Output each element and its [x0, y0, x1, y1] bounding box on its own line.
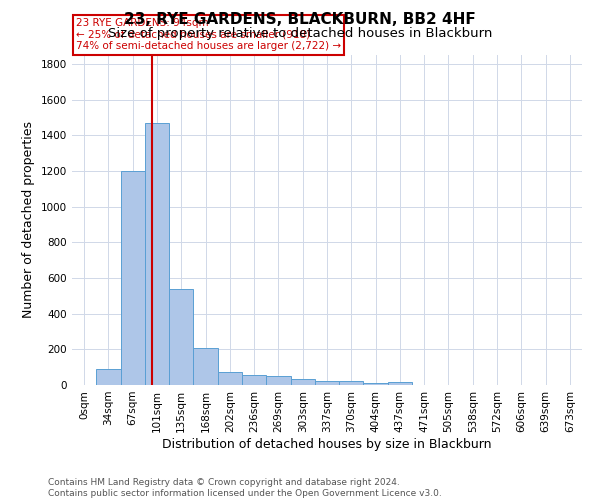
- X-axis label: Distribution of detached houses by size in Blackburn: Distribution of detached houses by size …: [162, 438, 492, 450]
- Text: Contains HM Land Registry data © Crown copyright and database right 2024.
Contai: Contains HM Land Registry data © Crown c…: [48, 478, 442, 498]
- Bar: [339, 382, 364, 385]
- Bar: [193, 348, 218, 385]
- Bar: [388, 382, 412, 385]
- Bar: [290, 379, 315, 385]
- Bar: [315, 380, 339, 385]
- Bar: [145, 123, 169, 385]
- Bar: [121, 171, 145, 385]
- Bar: [266, 376, 290, 385]
- Bar: [169, 288, 193, 385]
- Text: 23 RYE GARDENS: 94sqm
← 25% of detached houses are smaller (918)
74% of semi-det: 23 RYE GARDENS: 94sqm ← 25% of detached …: [76, 18, 341, 52]
- Bar: [364, 383, 388, 385]
- Bar: [218, 372, 242, 385]
- Y-axis label: Number of detached properties: Number of detached properties: [22, 122, 35, 318]
- Bar: [242, 375, 266, 385]
- Text: 23, RYE GARDENS, BLACKBURN, BB2 4HF: 23, RYE GARDENS, BLACKBURN, BB2 4HF: [124, 12, 476, 28]
- Bar: [96, 369, 121, 385]
- Text: Size of property relative to detached houses in Blackburn: Size of property relative to detached ho…: [108, 28, 492, 40]
